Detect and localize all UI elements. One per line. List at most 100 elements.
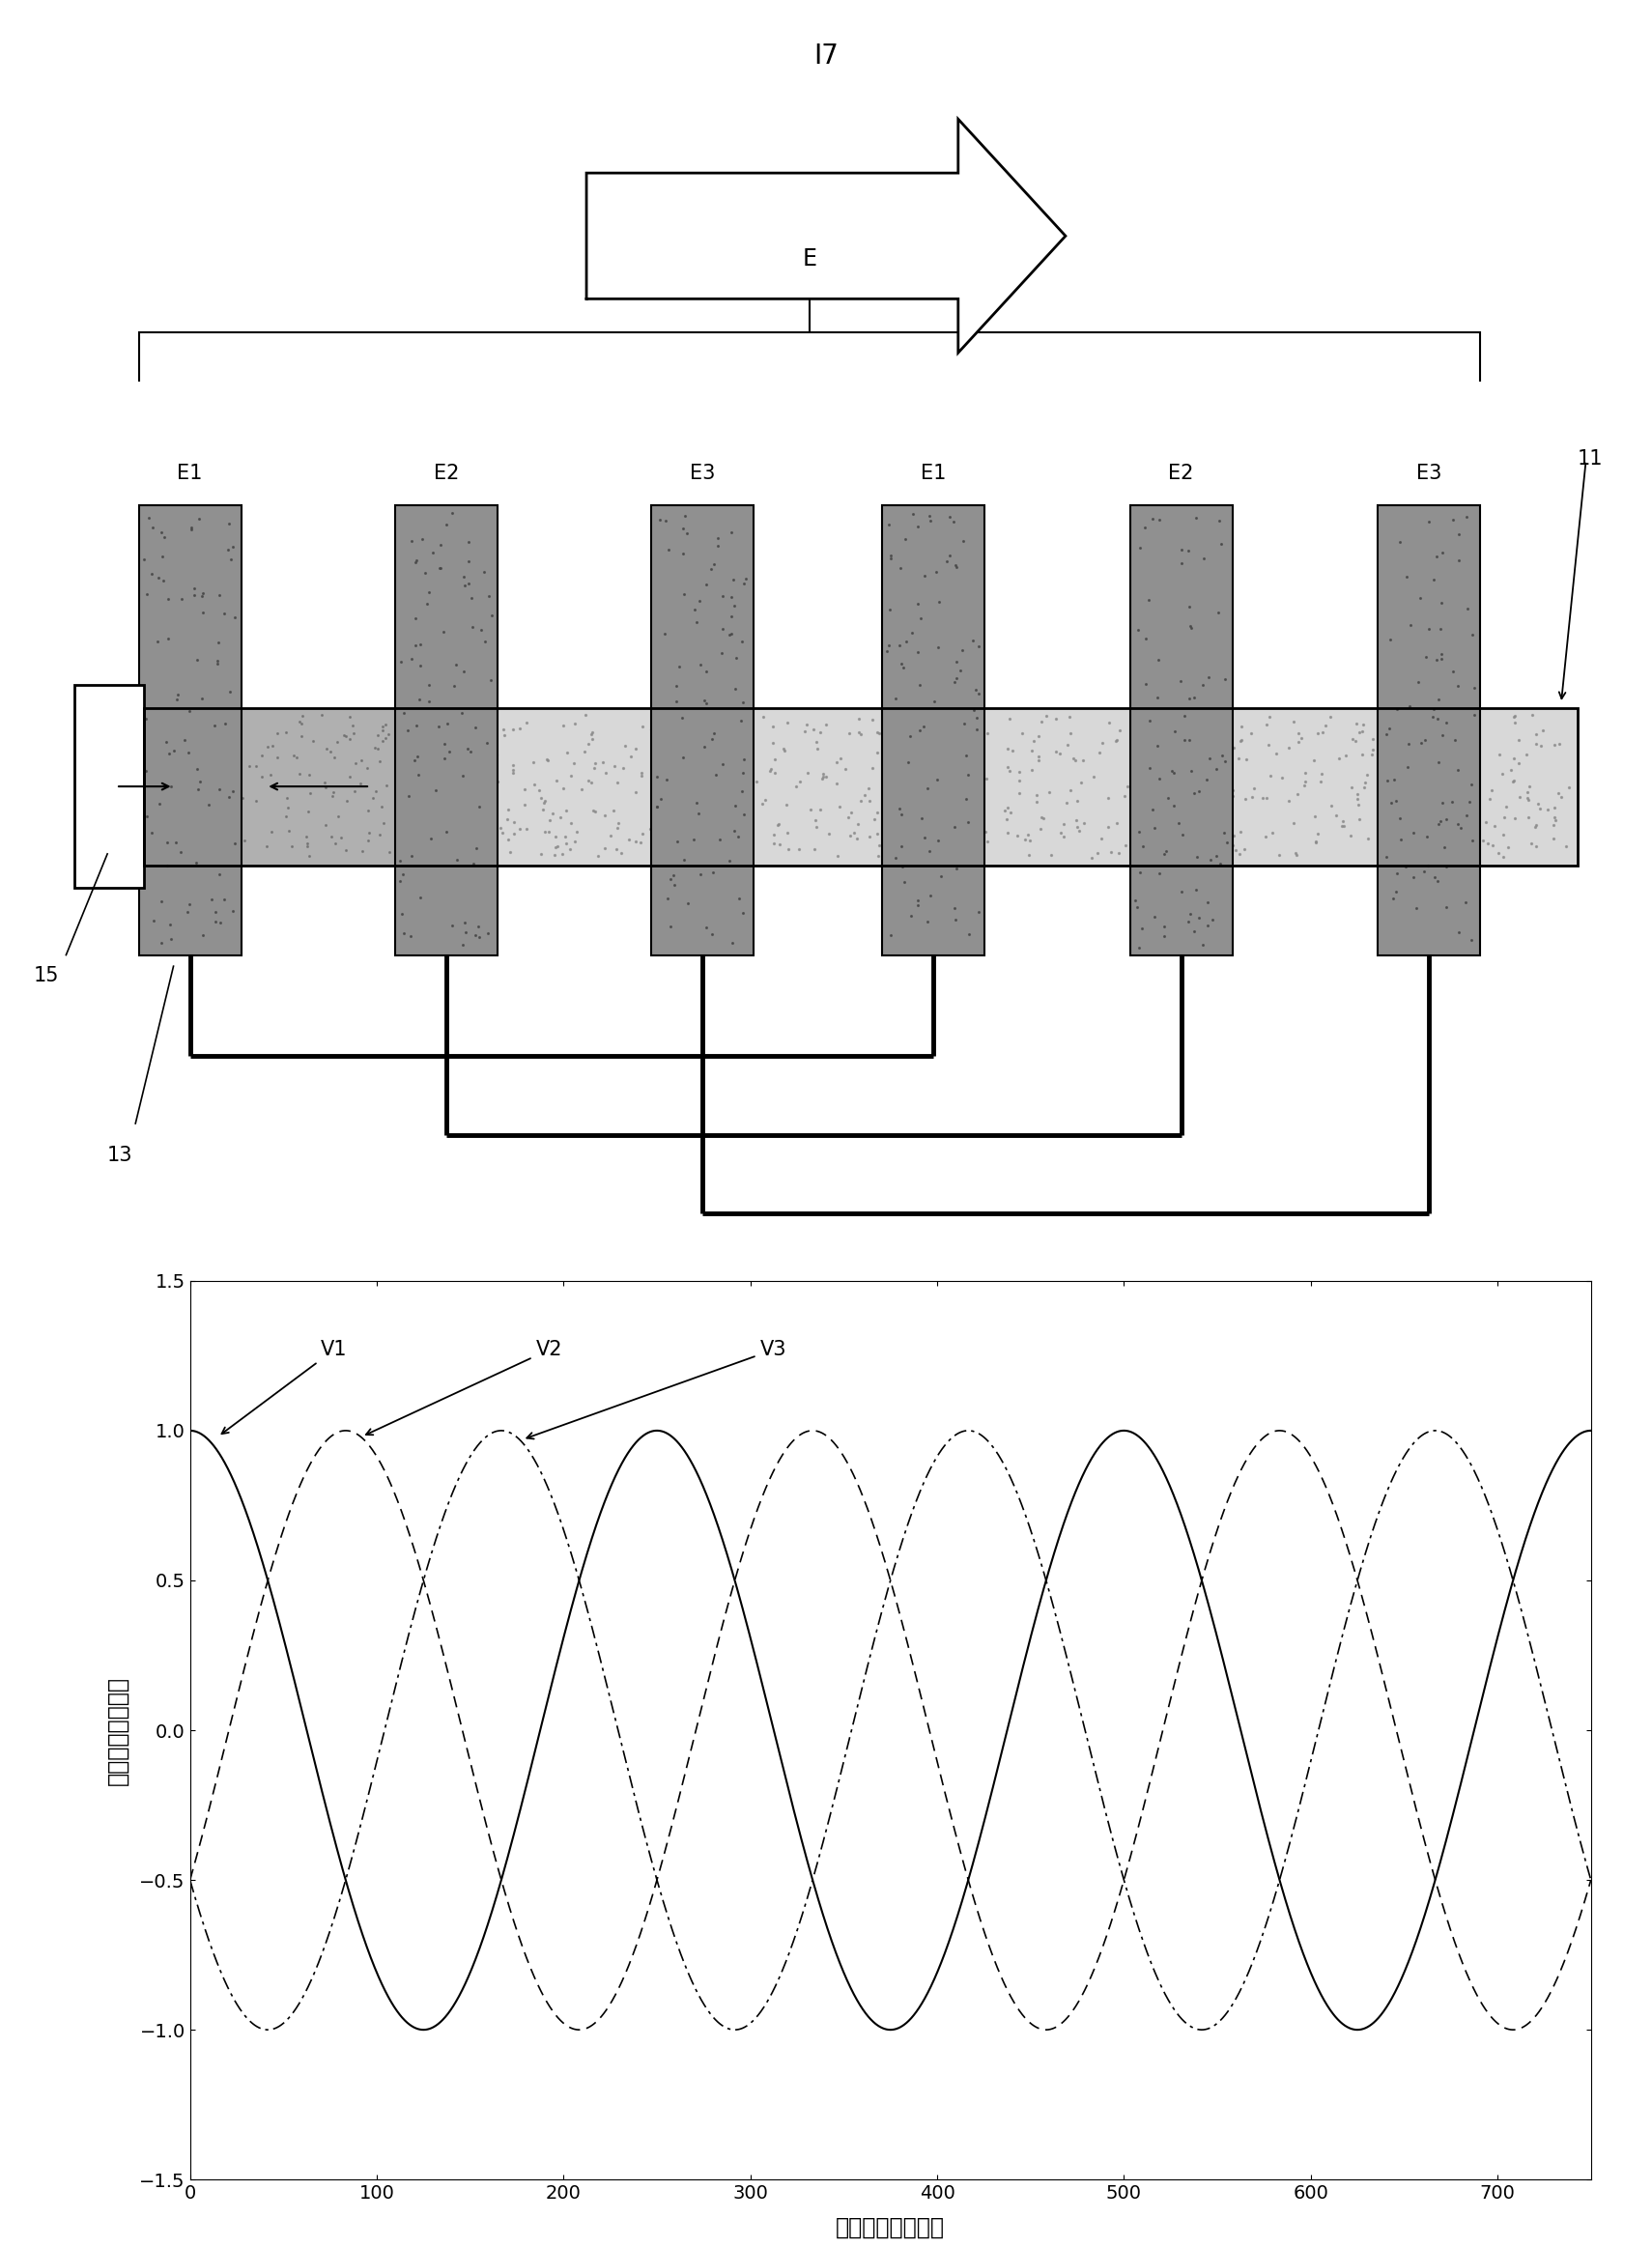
Point	[273, 715, 299, 750]
Point	[1495, 829, 1521, 865]
Point	[598, 818, 624, 854]
Point	[1446, 542, 1472, 577]
Point	[1009, 715, 1036, 750]
Point	[1042, 701, 1069, 737]
Point	[193, 762, 220, 798]
Point	[206, 903, 233, 939]
Point	[544, 762, 570, 798]
Point	[388, 897, 415, 933]
Point	[1150, 804, 1176, 840]
Point	[927, 584, 953, 620]
Point	[1036, 773, 1062, 809]
Point	[922, 719, 948, 755]
Point	[1128, 910, 1155, 946]
Point	[520, 744, 547, 780]
Point	[395, 712, 421, 748]
Point	[183, 845, 210, 881]
Point	[451, 906, 477, 941]
Point	[1021, 724, 1047, 759]
Point	[806, 791, 833, 827]
Point	[1507, 780, 1533, 816]
X-axis label: 时间（任意单位）: 时间（任意单位）	[836, 2216, 945, 2240]
Point	[1556, 768, 1583, 804]
Point	[140, 903, 167, 939]
Point	[1148, 739, 1175, 775]
Point	[910, 708, 937, 744]
Bar	[446, 708, 1578, 865]
Point	[319, 777, 345, 813]
Bar	[395, 506, 497, 955]
Point	[1308, 755, 1335, 791]
Point	[157, 786, 183, 822]
Point	[666, 759, 692, 795]
Point	[401, 600, 428, 636]
Point	[1346, 715, 1373, 750]
Point	[656, 715, 682, 750]
Point	[420, 535, 446, 571]
Point	[183, 643, 210, 679]
Point	[1434, 807, 1460, 843]
Point	[160, 733, 187, 768]
Point	[694, 685, 720, 721]
Point	[418, 820, 444, 856]
Point	[623, 775, 649, 811]
Point	[406, 681, 433, 717]
Point	[477, 818, 504, 854]
Point	[691, 683, 717, 719]
Point	[1206, 802, 1232, 838]
Point	[904, 888, 930, 924]
Point	[724, 640, 750, 676]
Point	[396, 917, 423, 953]
Point	[942, 901, 968, 937]
Point	[1323, 798, 1350, 834]
Point	[190, 595, 216, 631]
Point	[1127, 762, 1153, 798]
Point	[458, 735, 484, 771]
Point	[1452, 798, 1479, 834]
Point	[377, 834, 403, 870]
Point	[942, 809, 968, 845]
Point	[1151, 836, 1178, 872]
Point	[864, 795, 890, 831]
Point	[943, 849, 970, 885]
Point	[390, 804, 416, 840]
Point	[762, 742, 788, 777]
Point	[1112, 827, 1138, 863]
Point	[456, 566, 482, 602]
Point	[1500, 764, 1526, 800]
Point	[725, 881, 752, 917]
Point	[927, 724, 953, 759]
Point	[1257, 757, 1284, 793]
Point	[499, 710, 525, 746]
Point	[413, 795, 439, 831]
Point	[562, 746, 588, 782]
Point	[1142, 899, 1168, 935]
Point	[1227, 813, 1254, 849]
Point	[702, 804, 729, 840]
Point	[1178, 753, 1204, 789]
Point	[1541, 791, 1568, 827]
Point	[205, 577, 231, 613]
Point	[889, 849, 915, 885]
Point	[890, 649, 917, 685]
Point	[149, 836, 175, 872]
Point	[1019, 733, 1046, 768]
Point	[1023, 777, 1049, 813]
Point	[864, 735, 890, 771]
Point	[933, 544, 960, 580]
Point	[1214, 807, 1241, 843]
Point	[1221, 818, 1247, 854]
Point	[320, 773, 347, 809]
Point	[468, 611, 494, 647]
Point	[461, 917, 487, 953]
Point	[720, 589, 747, 625]
Point	[1160, 753, 1186, 789]
Point	[484, 764, 510, 800]
Point	[1249, 780, 1275, 816]
Point	[828, 742, 854, 777]
Point	[1421, 562, 1447, 598]
Point	[553, 825, 580, 861]
Point	[406, 647, 433, 683]
Point	[1434, 802, 1460, 838]
Point	[1130, 827, 1156, 863]
